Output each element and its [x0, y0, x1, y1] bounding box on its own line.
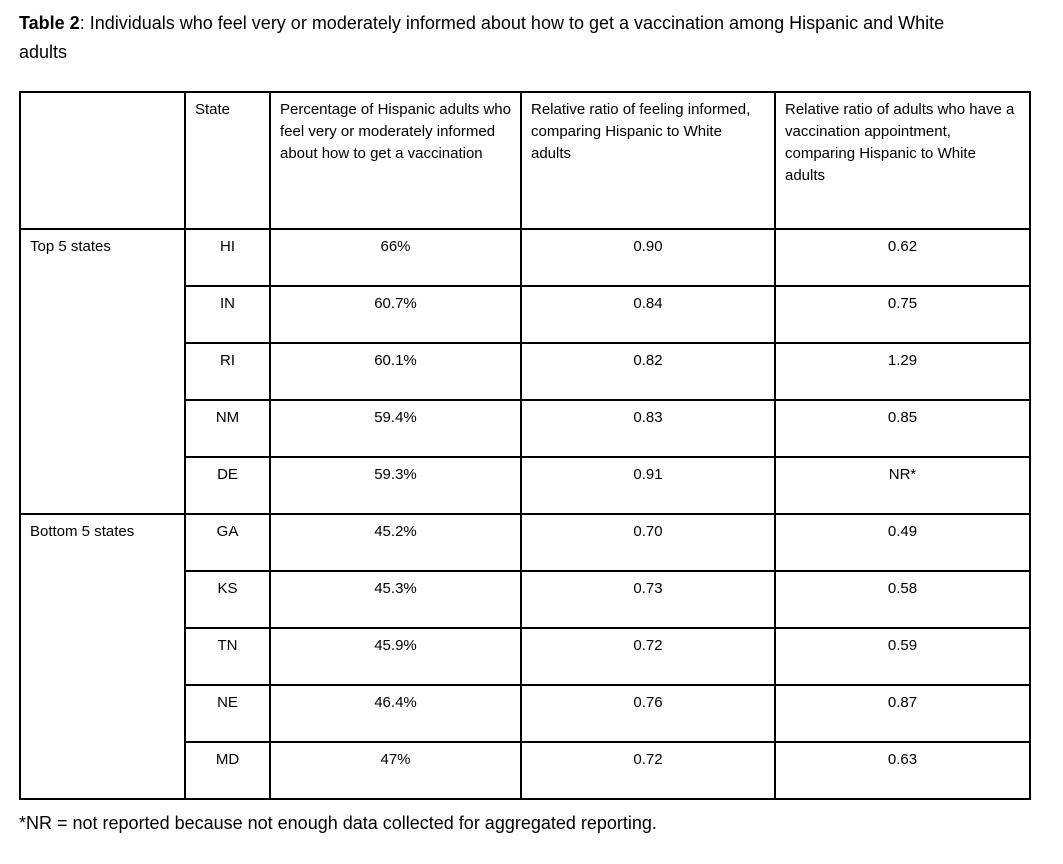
- state-cell: KS: [184, 570, 271, 629]
- table-title: Table 2: Individuals who feel very or mo…: [0, 0, 990, 67]
- pct-cell: 45.2%: [269, 513, 522, 572]
- ratio-informed-cell: 0.91: [520, 456, 776, 515]
- ratio-appointment-cell: 0.85: [774, 399, 1031, 458]
- table-row: TN 45.9% 0.72 0.59: [20, 627, 1031, 686]
- pct-cell: 60.1%: [269, 342, 522, 401]
- ratio-appointment-cell: 0.87: [774, 684, 1031, 743]
- state-cell: GA: [184, 513, 271, 572]
- pct-cell: 47%: [269, 741, 522, 800]
- ratio-informed-cell: 0.90: [520, 228, 776, 287]
- pct-cell: 66%: [269, 228, 522, 287]
- ratio-appointment-cell: 0.58: [774, 570, 1031, 629]
- ratio-appointment-cell: 0.62: [774, 228, 1031, 287]
- state-cell: RI: [184, 342, 271, 401]
- vaccination-info-table: State Percentage of Hispanic adults who …: [19, 91, 1031, 800]
- header-ratio-appointment: Relative ratio of adults who have a vacc…: [774, 91, 1031, 230]
- state-cell: TN: [184, 627, 271, 686]
- ratio-informed-cell: 0.82: [520, 342, 776, 401]
- ratio-informed-cell: 0.70: [520, 513, 776, 572]
- ratio-informed-cell: 0.76: [520, 684, 776, 743]
- ratio-informed-cell: 0.83: [520, 399, 776, 458]
- table-row: NM 59.4% 0.83 0.85: [20, 399, 1031, 458]
- ratio-appointment-cell: 1.29: [774, 342, 1031, 401]
- table-title-label: Table 2: [19, 13, 80, 33]
- header-empty-cell: [19, 91, 186, 230]
- ratio-appointment-cell: 0.49: [774, 513, 1031, 572]
- ratio-appointment-cell: NR*: [774, 456, 1031, 515]
- table-row: RI 60.1% 0.82 1.29: [20, 342, 1031, 401]
- state-cell: MD: [184, 741, 271, 800]
- ratio-appointment-cell: 0.63: [774, 741, 1031, 800]
- table-row: NE 46.4% 0.76 0.87: [20, 684, 1031, 743]
- pct-cell: 60.7%: [269, 285, 522, 344]
- ratio-informed-cell: 0.84: [520, 285, 776, 344]
- table-footnote: *NR = not reported because not enough da…: [19, 813, 657, 833]
- ratio-informed-cell: 0.73: [520, 570, 776, 629]
- ratio-informed-cell: 0.72: [520, 627, 776, 686]
- state-cell: DE: [184, 456, 271, 515]
- group-label-bottom5: Bottom 5 states: [19, 513, 186, 800]
- state-cell: NE: [184, 684, 271, 743]
- table-title-text: : Individuals who feel very or moderatel…: [19, 13, 945, 62]
- pct-cell: 46.4%: [269, 684, 522, 743]
- pct-cell: 59.3%: [269, 456, 522, 515]
- table-row: IN 60.7% 0.84 0.75: [20, 285, 1031, 344]
- header-percentage-informed: Percentage of Hispanic adults who feel v…: [269, 91, 522, 230]
- table-row: DE 59.3% 0.91 NR*: [20, 456, 1031, 515]
- pct-cell: 45.3%: [269, 570, 522, 629]
- group-label-top5: Top 5 states: [19, 228, 186, 515]
- table-header-row: State Percentage of Hispanic adults who …: [19, 91, 1031, 230]
- ratio-appointment-cell: 0.59: [774, 627, 1031, 686]
- table-row: Bottom 5 states GA 45.2% 0.70 0.49: [19, 513, 1031, 800]
- table-row: MD 47% 0.72 0.63: [20, 741, 1031, 800]
- pct-cell: 45.9%: [269, 627, 522, 686]
- header-state: State: [184, 91, 271, 230]
- header-ratio-informed: Relative ratio of feeling informed, comp…: [520, 91, 776, 230]
- table-row: KS 45.3% 0.73 0.58: [20, 570, 1031, 629]
- state-cell: HI: [184, 228, 271, 287]
- state-cell: IN: [184, 285, 271, 344]
- ratio-appointment-cell: 0.75: [774, 285, 1031, 344]
- ratio-informed-cell: 0.72: [520, 741, 776, 800]
- state-cell: NM: [184, 399, 271, 458]
- table-row: Top 5 states HI 66% 0.90 0.62: [19, 228, 1031, 515]
- pct-cell: 59.4%: [269, 399, 522, 458]
